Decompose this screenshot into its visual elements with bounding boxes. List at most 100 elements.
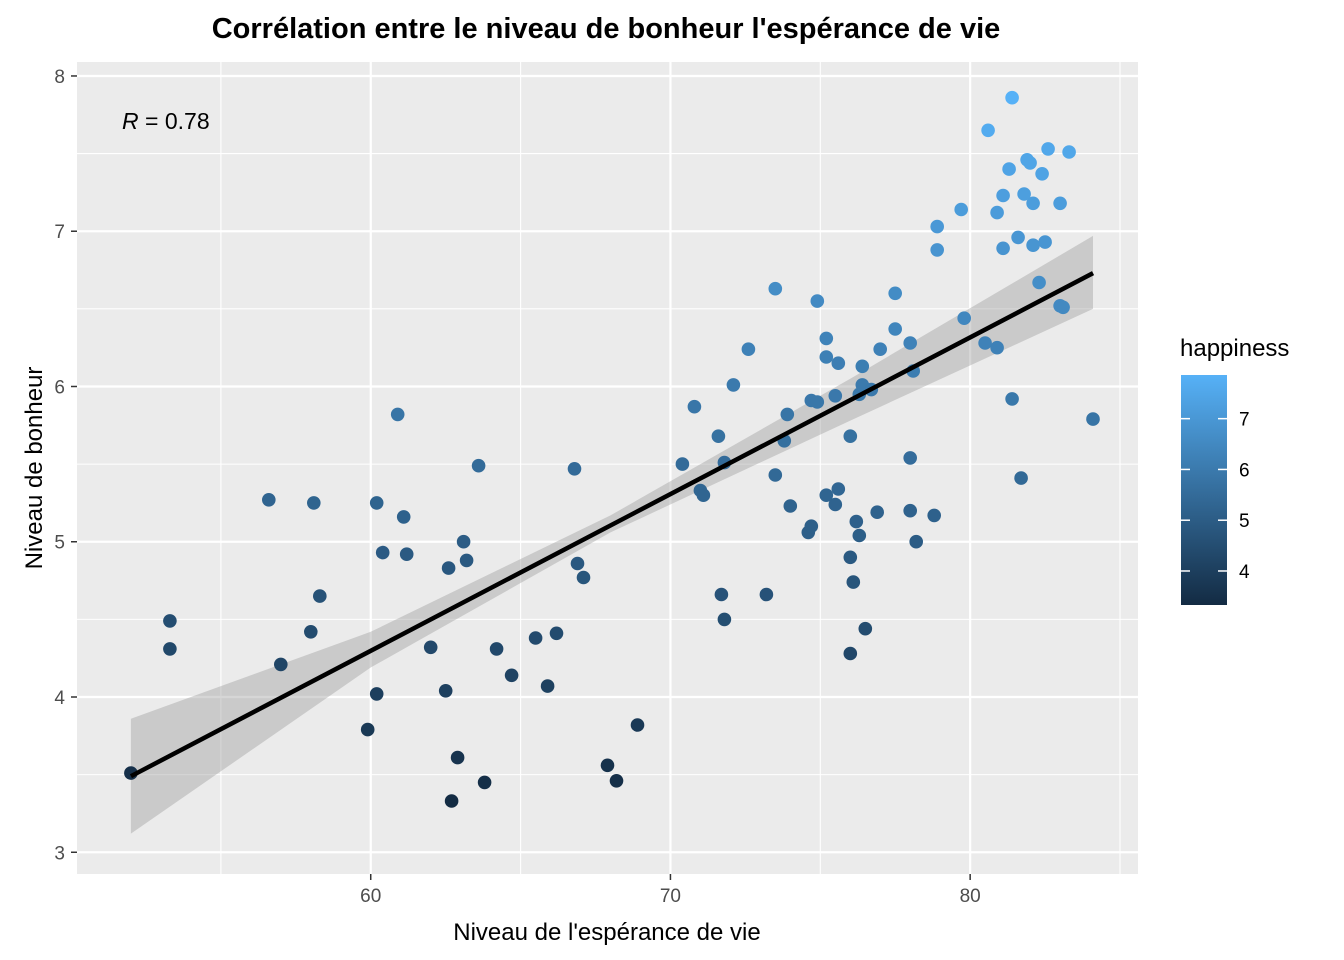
data-point [903,451,917,465]
data-point [828,497,843,512]
data-point [1086,412,1100,426]
plot-panel [77,62,1138,874]
data-point [1056,300,1070,315]
data-point [930,243,944,257]
data-point [390,407,405,422]
data-point [990,340,1004,355]
legend-tick-label: 6 [1239,460,1250,481]
data-point [870,505,884,519]
data-point [450,750,465,765]
data-point [696,488,711,503]
data-point [630,718,645,732]
correlation-label: R [122,108,139,134]
data-point [600,758,615,773]
correlation-annotation: R = 0.78 [122,108,210,134]
data-point [528,631,543,645]
data-point [855,359,870,374]
data-point [1035,167,1049,181]
data-point [819,488,834,503]
legend-colorbar [1181,375,1227,605]
grid-major [77,62,1138,874]
data-point [1026,196,1040,211]
data-point [489,642,504,656]
y-axis-label: Niveau de bonheur [21,367,48,570]
legend: happiness 4 5 6 7 [1180,335,1289,605]
svg-text:R = 0.78: R = 0.78 [122,108,210,134]
data-point [831,356,846,371]
x-axis-label: Niveau de l'espérance de vie [453,919,760,946]
data-point [262,493,276,507]
data-point [903,503,917,518]
data-point [930,219,944,234]
data-point [810,395,825,409]
data-point [456,534,471,549]
data-point [954,202,968,217]
x-tick-label: 80 [960,886,981,907]
y-tick-label: 4 [54,688,65,709]
confidence-band [130,235,1093,834]
data-point [369,496,384,510]
data-point [852,528,867,543]
data-point [441,561,456,575]
data-point [549,626,564,641]
data-point [687,399,702,414]
data-point [1041,142,1055,156]
y-axis: 3 4 5 6 7 8 [54,67,77,864]
data-point [903,336,917,350]
data-point [831,482,846,496]
data-point [714,587,729,602]
correlation-equals: = [139,108,165,134]
data-point [477,775,492,790]
y-tick-label: 3 [54,843,65,864]
data-point [274,657,288,672]
legend-ticks: 4 5 6 7 [1181,410,1250,583]
points [124,90,1100,808]
data-point [909,534,923,549]
data-point [990,205,1004,220]
x-tick-label: 60 [360,886,381,907]
data-point [675,457,690,471]
data-point [567,462,582,476]
data-point [768,281,783,296]
legend-title: happiness [1180,335,1289,362]
data-point [1038,235,1052,249]
data-point [1005,392,1019,406]
data-point [846,575,861,589]
data-point [1026,238,1040,252]
data-point [540,679,555,693]
correlation-value: 0.78 [165,108,210,134]
data-point [163,614,177,628]
data-point [996,188,1010,203]
data-point [726,378,741,392]
data-point [888,322,902,336]
data-point [375,545,390,560]
data-point [1005,90,1019,105]
grid-minor [77,62,1138,874]
data-point [609,774,624,788]
data-point [1014,471,1028,485]
data-point [444,794,459,808]
data-point [1053,196,1067,211]
x-tick-label: 70 [660,886,681,907]
data-point [996,241,1010,256]
y-tick-label: 7 [54,222,65,243]
data-point [927,508,941,523]
data-point [849,514,864,529]
data-point [438,684,453,698]
data-point [459,553,474,568]
data-point [1002,162,1016,176]
y-tick-label: 6 [54,377,65,398]
data-point [576,570,591,585]
data-point [873,342,887,357]
data-point [717,612,732,627]
data-point [1017,187,1031,201]
data-point [810,294,825,308]
data-point [570,556,585,571]
data-point [423,640,438,655]
data-point [1032,275,1046,290]
data-point [978,336,992,350]
data-point [804,519,819,533]
legend-tick-label: 7 [1239,410,1250,431]
data-point [1011,230,1025,245]
